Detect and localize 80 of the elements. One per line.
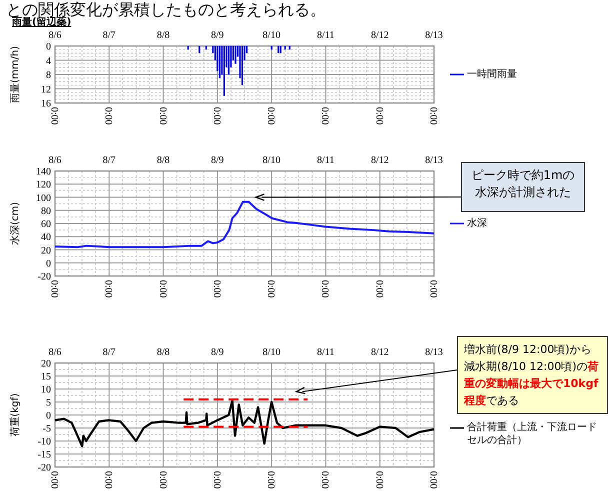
x2-tick-label: 8/6 [48, 155, 62, 166]
x-tick-label: 0:00 [428, 280, 438, 298]
x2-tick-label: 8/12 [370, 30, 389, 41]
x-tick-label: 0:00 [265, 280, 276, 298]
y-tick-label: -10 [38, 436, 51, 448]
x-tick-label: 0:00 [210, 280, 222, 298]
legend-label: 水深 [467, 216, 488, 230]
y-tick-label: -20 [38, 462, 51, 474]
y-tick-label: 100 [36, 192, 51, 204]
chart-title: 雨量(留辺蘂) [11, 16, 72, 28]
x2-tick-label: 8/9 [211, 155, 224, 166]
x2-tick-label: 8/12 [370, 155, 389, 166]
x2-tick-label: 8/13 [425, 155, 443, 166]
x2-tick-label: 8/8 [156, 155, 170, 166]
x-tick-label: 0:00 [319, 471, 330, 489]
y-axis-title: 雨量(mm/h) [10, 46, 21, 103]
x-tick-label: 0:00 [48, 280, 60, 298]
x2-tick-label: 8/11 [317, 30, 334, 41]
y-tick-label: 5 [46, 398, 51, 408]
y-tick-label: 120 [36, 180, 51, 191]
y-tick-label: 4 [46, 56, 51, 67]
y-tick-label: 0 [46, 42, 51, 52]
y-tick-label: 16 [41, 98, 51, 110]
x2-tick-label: 8/10 [262, 347, 280, 358]
y-tick-label: 0 [46, 410, 51, 422]
x-tick-label: 0:00 [373, 107, 384, 125]
x2-tick-label: 8/6 [48, 347, 62, 358]
x2-tick-label: 8/7 [102, 155, 116, 166]
x2-tick-label: 8/7 [102, 30, 116, 41]
y-tick-label: 40 [41, 232, 51, 244]
x-tick-label: 0:00 [156, 107, 168, 125]
y-tick-label: 0 [46, 258, 51, 270]
x2-tick-label: 8/9 [211, 347, 224, 358]
legend-label: 一時間雨量 [467, 68, 518, 80]
x2-tick-label: 8/10 [262, 30, 280, 41]
y-tick-label: 20 [41, 245, 51, 256]
x2-tick-label: 8/11 [317, 347, 334, 358]
x-tick-label: 0:00 [319, 280, 330, 298]
x2-tick-label: 8/8 [156, 30, 170, 41]
x-tick-label: 0:00 [428, 471, 438, 489]
text: ピーク時で約1mの水深が計測された [461, 162, 585, 212]
y-tick-label: 80 [41, 206, 51, 217]
x-tick-label: 0:00 [48, 107, 60, 125]
x-tick-label: 0:00 [156, 280, 168, 298]
y-axis-title: 水深(cm) [9, 202, 21, 246]
y-tick-label: 15 [41, 372, 51, 382]
x2-tick-label: 8/11 [317, 155, 334, 166]
x2-tick-label: 8/13 [425, 347, 443, 358]
x-tick-label: 0:00 [102, 280, 114, 298]
x2-tick-label: 8/10 [262, 155, 280, 166]
legend-label: 合計荷重（上流・下流ロードセルの合計） [467, 421, 598, 447]
x2-tick-label: 8/9 [211, 30, 224, 41]
x-tick-label: 0:00 [210, 107, 222, 125]
x-tick-label: 0:00 [373, 471, 384, 489]
x-tick-label: 0:00 [428, 107, 438, 125]
x-tick-label: 0:00 [265, 471, 276, 489]
x2-tick-label: 8/13 [425, 30, 443, 41]
x2-tick-label: 8/12 [370, 347, 389, 358]
y-tick-label: 60 [41, 219, 51, 230]
y-tick-label: 12 [41, 84, 51, 96]
y-tick-label: 8 [46, 70, 51, 81]
x-tick-label: 0:00 [373, 280, 384, 298]
y-tick-label: 20 [41, 358, 51, 370]
x2-tick-label: 8/8 [156, 347, 170, 358]
y-tick-label: -15 [38, 450, 51, 460]
x2-tick-label: 8/7 [102, 347, 116, 358]
y-tick-label: -20 [38, 272, 51, 282]
x-tick-label: 0:00 [265, 107, 276, 125]
x-tick-label: 0:00 [156, 471, 168, 489]
x-tick-label: 0:00 [102, 471, 114, 489]
x-tick-label: 0:00 [102, 107, 114, 125]
x-tick-label: 0:00 [210, 471, 222, 489]
y-tick-label: -5 [42, 424, 51, 434]
x2-tick-label: 8/6 [48, 30, 62, 41]
x-tick-label: 0:00 [319, 107, 330, 125]
y-tick-label: 140 [36, 166, 51, 178]
y-tick-label: 10 [41, 384, 51, 396]
x-tick-label: 0:00 [48, 471, 60, 489]
y-axis-title: 荷重(kgf) [9, 393, 21, 437]
text: 増水前(8/9 12:00頃)から減水期(8/10 12:00頃)の荷重の変動幅は最大で10kgf程度である [457, 336, 608, 414]
